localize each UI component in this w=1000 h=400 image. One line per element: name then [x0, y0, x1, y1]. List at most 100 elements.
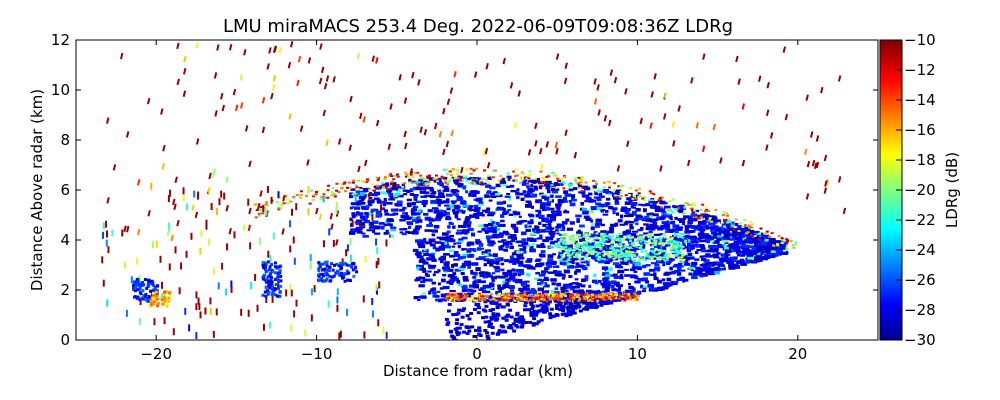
ldr-pixel	[602, 213, 609, 216]
ldr-pixel	[368, 212, 373, 216]
ldr-streak	[371, 55, 375, 62]
ldr-pixel	[650, 262, 658, 265]
ldr-pixel	[729, 237, 735, 241]
ldr-pixel	[255, 209, 259, 212]
ldr-pixel	[721, 239, 728, 243]
ldr-pixel	[699, 244, 705, 248]
ldr-streak	[307, 57, 312, 64]
ldr-pixel	[508, 299, 513, 303]
ldr-pixel	[494, 318, 499, 322]
ldr-pixel	[613, 247, 621, 250]
ldr-pixel	[561, 221, 568, 225]
ldr-pixel	[708, 222, 715, 226]
ldr-pixel	[486, 227, 492, 231]
ldr-pixel	[375, 186, 379, 189]
ldr-pixel	[613, 194, 617, 197]
ldr-pixel	[409, 192, 415, 196]
ldr-pixel	[670, 249, 677, 252]
ldr-pixel	[467, 317, 472, 321]
ldr-pixel	[513, 229, 519, 234]
ldr-pixel	[575, 297, 580, 301]
ldr-pixel	[544, 180, 552, 184]
ldr-pixel	[554, 313, 559, 317]
ldr-pixel	[683, 235, 688, 240]
ldr-pixel	[477, 202, 485, 206]
ldr-pixel	[671, 251, 675, 254]
ldr-pixel	[460, 309, 465, 313]
ldr-pixel	[490, 219, 494, 223]
ldr-streak	[453, 71, 457, 78]
ldr-pixel	[638, 187, 642, 190]
ldr-pixel	[648, 268, 656, 272]
ldr-pixel	[621, 255, 625, 258]
ldr-pixel	[674, 241, 678, 244]
ldr-pixel	[656, 253, 660, 256]
ldr-pixel	[614, 297, 618, 300]
ldr-pixel	[663, 284, 668, 288]
ldr-pixel	[460, 315, 465, 319]
ldr-pixel	[572, 297, 576, 300]
ldr-pixel	[522, 285, 527, 288]
ldr-pixel	[691, 275, 697, 279]
ldr-pixel	[734, 218, 738, 221]
ldr-pixel	[453, 251, 459, 255]
ldr-pixel	[383, 232, 389, 235]
ldr-pixel	[480, 178, 484, 181]
ldr-pixel	[483, 298, 487, 301]
ldr-pixel	[595, 259, 599, 262]
ldr-pixel	[743, 224, 747, 227]
ldr-pixel	[472, 334, 477, 338]
ldr-pixel	[593, 293, 599, 296]
ldr-pixel	[697, 268, 703, 273]
ldr-streak	[527, 149, 532, 156]
ldr-pixel	[474, 167, 478, 170]
ldr-pixel	[351, 214, 356, 219]
ldr-pixel	[498, 292, 502, 295]
ldr-pixel	[333, 195, 337, 198]
ldr-pixel	[490, 301, 495, 305]
ldr-pixel	[700, 250, 706, 253]
ldr-pixel	[597, 242, 601, 245]
ldr-pixel	[662, 263, 666, 267]
ldr-pixel	[530, 304, 535, 308]
ldr-pixel	[600, 223, 605, 227]
ldr-pixel	[780, 237, 784, 240]
ldr-pixel	[770, 239, 776, 244]
ldr-pixel	[710, 228, 716, 233]
ldr-pixel	[267, 290, 271, 294]
ldr-pixel	[457, 256, 464, 260]
ldr-pixel	[759, 239, 764, 243]
ldr-pixel	[768, 245, 774, 249]
ldr-pixel	[490, 293, 494, 296]
ldr-pixel	[484, 209, 490, 214]
ldr-pixel	[328, 274, 332, 278]
ldr-streak	[325, 75, 330, 82]
ldr-pixel	[574, 299, 579, 303]
ldr-pixel	[521, 219, 528, 223]
ldr-pixel	[588, 242, 595, 246]
ldr-pixel	[547, 254, 554, 259]
ldr-pixel	[544, 282, 548, 286]
ldr-pixel	[490, 282, 494, 286]
ldr-pixel	[483, 263, 487, 267]
ldr-pixel	[385, 182, 390, 187]
ldr-pixel	[310, 189, 314, 192]
ldr-pixel	[625, 256, 629, 259]
ldr-streak	[555, 53, 560, 60]
ldr-pixel	[676, 241, 680, 244]
ldr-pixel	[418, 264, 424, 269]
ldr-pixel	[668, 255, 672, 258]
ldr-pixel	[573, 290, 578, 293]
ldr-pixel	[486, 207, 491, 211]
ldr-pixel	[270, 276, 274, 280]
ldr-pixel	[497, 303, 502, 307]
ldr-pixel	[537, 278, 543, 282]
ldr-pixel	[660, 196, 664, 199]
ldr-pixel	[361, 205, 367, 210]
ldr-pixel	[392, 185, 397, 190]
ldr-pixel	[504, 318, 509, 322]
ldr-streak	[806, 160, 811, 168]
ldr-pixel	[623, 214, 631, 218]
ldr-pixel	[637, 257, 641, 260]
